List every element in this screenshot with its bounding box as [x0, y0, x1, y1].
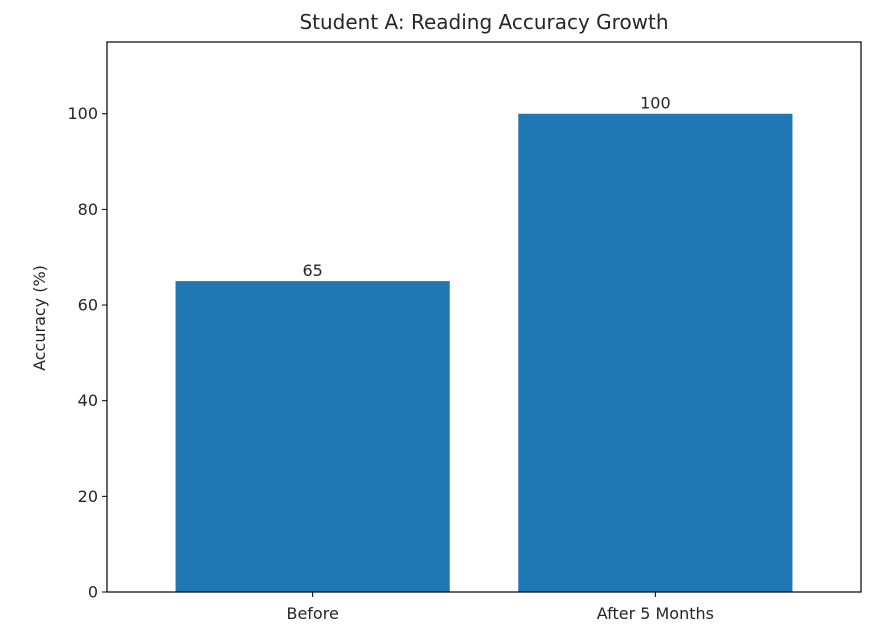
y-tick-label: 0 [88, 583, 98, 602]
chart-title: Student A: Reading Accuracy Growth [299, 10, 668, 34]
y-tick-label: 60 [78, 296, 98, 315]
plot-area-frame [106, 41, 862, 593]
y-tick-label: 20 [78, 487, 98, 506]
bar [518, 113, 793, 593]
bar [175, 281, 450, 592]
y-tick-label: 80 [78, 200, 98, 219]
y-tick-label: 100 [67, 104, 98, 123]
x-tick-label: Before [286, 604, 338, 623]
y-axis-label: Accuracy (%) [30, 265, 49, 371]
chart-axes: Before After 5 Months 0 20 40 60 80 100 [67, 104, 714, 623]
bar-data-label: 65 [302, 261, 322, 280]
bar-data-label: 100 [640, 94, 671, 113]
chart-marks: 65 100 [175, 94, 793, 593]
x-tick-label: After 5 Months [597, 604, 714, 623]
y-tick-label: 40 [78, 391, 98, 410]
